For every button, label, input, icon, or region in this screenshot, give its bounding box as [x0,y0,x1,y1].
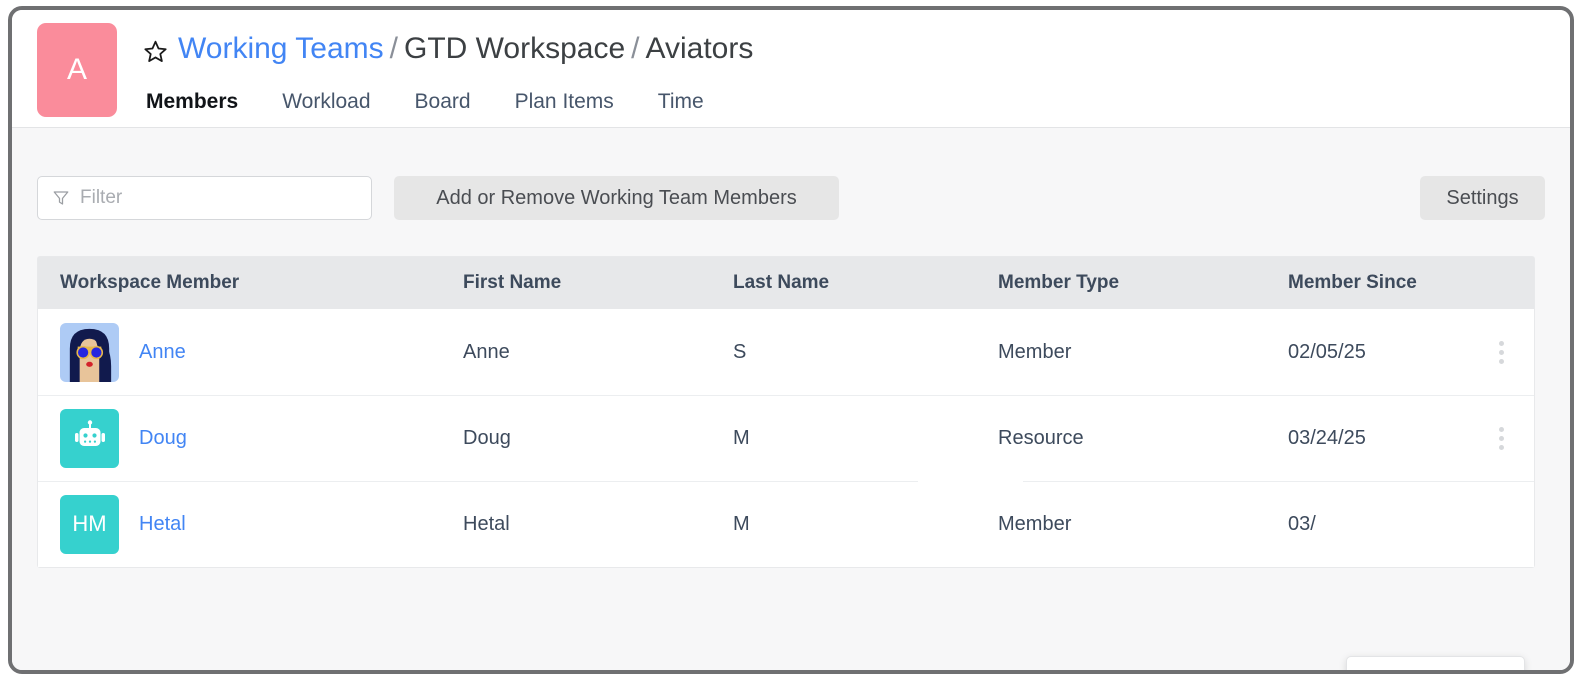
row-actions[interactable] [1468,426,1534,450]
page-header: A Working Teams / GTD Workspace / Aviato… [12,10,1570,133]
kebab-menu-icon[interactable] [1498,426,1504,450]
avatar [60,408,119,468]
column-header-workspace-member[interactable]: Workspace Member [60,272,240,293]
cell-member-since: 03/ [1288,512,1316,535]
table-row[interactable]: Anne Anne S Member 02/05/25 [38,309,1534,395]
avatar: HM [60,494,119,554]
tab-plan-items[interactable]: Plan Items [514,90,614,113]
breadcrumb-link-working-teams[interactable]: Working Teams [178,32,384,65]
app-window: A Working Teams / GTD Workspace / Aviato… [8,6,1574,674]
breadcrumb-workspace[interactable]: GTD Workspace [403,32,626,65]
cell-workspace-member: Anne [38,322,463,382]
team-avatar: A [37,23,117,117]
breadcrumb-separator-2: / [631,32,640,65]
filter-placeholder-text: Filter [80,187,123,208]
cell-first-name: Hetal [463,512,510,535]
robot-icon [74,420,105,446]
cell-member-type: Member [998,340,1072,363]
funnel-icon [52,189,70,207]
cell-member-since: 03/24/25 [1288,426,1366,449]
menu-item-remove[interactable]: Remove [1347,665,1524,670]
avatar [60,322,119,382]
row-divider [38,481,1534,482]
breadcrumb-team: Aviators [645,32,754,65]
tab-time[interactable]: Time [657,90,704,113]
cell-last-name: M [733,512,750,535]
cell-member-type: Resource [998,426,1084,449]
filter-input[interactable]: Filter [37,176,372,220]
avatar-initials: HM [72,511,107,536]
kebab-menu-icon[interactable] [1498,340,1504,364]
members-table: Workspace Member First Name Last Name Me… [37,256,1535,568]
row-actions[interactable] [1468,340,1534,364]
member-name-link[interactable]: Anne [139,340,186,363]
cell-workspace-member: Doug [38,408,463,468]
tab-bar: Members Workload Board Plan Items Time [146,90,748,133]
breadcrumb: Working Teams / GTD Workspace / Aviators [143,32,753,66]
cell-last-name: M [733,426,750,449]
portrait-illustration-icon [60,322,119,382]
cell-first-name: Doug [463,426,511,449]
tab-workload[interactable]: Workload [282,90,371,113]
team-avatar-letter: A [66,53,87,86]
member-name-link[interactable]: Doug [139,426,187,449]
member-name-link[interactable]: Hetal [139,512,186,535]
add-or-remove-members-button[interactable]: Add or Remove Working Team Members [394,176,839,220]
breadcrumb-separator-1: / [389,32,398,65]
toolbar: Filter Add or Remove Working Team Member… [12,128,1570,240]
content-area: Filter Add or Remove Working Team Member… [12,128,1570,670]
table-row[interactable]: HM Hetal Hetal M Member 03/ [38,481,1534,567]
column-header-first-name[interactable]: First Name [463,272,562,293]
row-context-menu: Remove Go To Member [1346,656,1525,670]
cell-workspace-member: HM Hetal [38,494,463,554]
column-header-member-since[interactable]: Member Since [1288,272,1417,293]
cell-member-since: 02/05/25 [1288,340,1366,363]
tab-board[interactable]: Board [414,90,471,113]
table-header-row: Workspace Member First Name Last Name Me… [38,257,1534,309]
column-header-member-type[interactable]: Member Type [998,272,1120,293]
row-divider [38,395,1534,396]
cell-last-name: S [733,340,747,363]
cell-member-type: Member [998,512,1072,535]
cell-first-name: Anne [463,340,510,363]
tab-members[interactable]: Members [146,90,239,133]
table-row[interactable]: Doug Doug M Resource 03/24/25 [38,395,1534,481]
settings-button[interactable]: Settings [1420,176,1545,220]
column-header-last-name[interactable]: Last Name [733,272,830,293]
star-outline-icon[interactable] [143,38,168,63]
